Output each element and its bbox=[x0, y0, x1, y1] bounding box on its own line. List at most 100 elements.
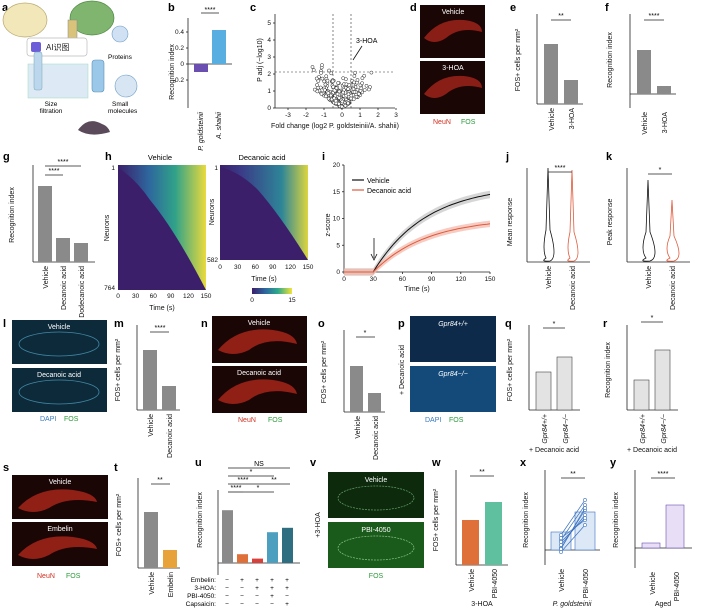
u-bars bbox=[222, 510, 293, 563]
c-point bbox=[354, 94, 359, 99]
small-molecules-icon bbox=[114, 74, 138, 98]
panel-label-v: v bbox=[310, 457, 317, 469]
r-cat-1: Gpr84−/− bbox=[661, 414, 668, 444]
q-sig: * bbox=[553, 321, 556, 328]
panel-label-p: p bbox=[398, 318, 405, 330]
s-hippocampus-embelin bbox=[18, 536, 97, 559]
f-ylabel: Recognition index bbox=[607, 32, 614, 88]
c-ytick-label: 3 bbox=[267, 54, 271, 61]
b-bar-a-shahii bbox=[212, 30, 226, 64]
u-row-label: PBI-4050: bbox=[187, 593, 216, 600]
n-label-decanoic: Decanoic acid bbox=[237, 370, 281, 377]
u-ylabel: Recognition index bbox=[197, 492, 204, 548]
i-stim-arrowhead bbox=[370, 253, 378, 261]
g-bar-dodecanoic bbox=[74, 243, 88, 262]
u-bar bbox=[222, 510, 233, 563]
c-xtick-label: -1 bbox=[321, 112, 327, 119]
c-annotation: 3-HOA bbox=[356, 38, 378, 45]
u-row-mark: − bbox=[240, 593, 244, 600]
c-ytick-label: 5 bbox=[267, 20, 271, 27]
panel-s: s Vehicle Embelin NeuN FOS bbox=[3, 462, 108, 580]
d-legend-fos: FOS bbox=[461, 119, 476, 126]
panel-label-o: o bbox=[318, 318, 325, 330]
u-condition-rows: Embelin: − + + + +3-HOA: − − + + +PBI-4050: − − − + −Ca… bbox=[186, 577, 289, 608]
g-cat-1: Decanoic acid bbox=[61, 266, 68, 310]
c-point bbox=[320, 76, 325, 81]
panel-label-m: m bbox=[114, 318, 124, 330]
h-row-bottom-left: 764 bbox=[104, 285, 115, 292]
i-xtick-label: 120 bbox=[455, 276, 466, 283]
e-cat-1: 3-HOA bbox=[569, 108, 576, 130]
panel-label-k: k bbox=[606, 151, 613, 163]
panel-j: j Mean response **** Vehicle Decanoic ac… bbox=[505, 151, 590, 310]
p-label-wt: Gpr84+/+ bbox=[438, 321, 468, 328]
panel-label-t: t bbox=[114, 462, 118, 474]
y-cat-0: Vehicle bbox=[650, 572, 657, 595]
ai-recognize-label: AI识图 bbox=[46, 43, 70, 52]
i-legend-1: Decanoic acid bbox=[367, 188, 411, 195]
panel-label-d: d bbox=[410, 2, 417, 14]
filter-column bbox=[91, 59, 105, 93]
u-row-label: Capsaicin: bbox=[186, 601, 217, 608]
v-label-vehicle: Vehicle bbox=[365, 477, 388, 484]
w-bar-pbi bbox=[485, 502, 502, 565]
c-xtick-label: -3 bbox=[285, 112, 291, 119]
c-point bbox=[326, 91, 331, 95]
u-row-mark: − bbox=[255, 593, 259, 600]
c-xtick-label: 0 bbox=[340, 112, 344, 119]
x-pair-line bbox=[560, 517, 586, 543]
l-image-vehicle bbox=[12, 320, 107, 364]
w-footer: 3-HOA bbox=[471, 601, 493, 608]
s-legend-fos: FOS bbox=[66, 573, 81, 580]
h-xtick-label-right: 120 bbox=[285, 264, 296, 271]
panel-p: p + Decanoic acid Gpr84+/+ Gpr84−/− DAPI… bbox=[398, 316, 496, 424]
h-title-vehicle: Vehicle bbox=[148, 153, 172, 162]
panel-label-w: w bbox=[431, 457, 441, 469]
k-violin-decanoic bbox=[666, 199, 680, 262]
panel-x: x Recognition index ** Vehicle PBI-4050 … bbox=[520, 457, 600, 608]
u-sig-1: * bbox=[250, 469, 253, 476]
q-cat-0: Gpr84+/+ bbox=[542, 414, 549, 444]
w-bar-vehicle bbox=[462, 520, 479, 565]
c-point bbox=[340, 99, 345, 104]
g-bar-vehicle bbox=[38, 186, 52, 262]
h-colorbar bbox=[252, 288, 292, 294]
c-ytick-label: 0 bbox=[267, 105, 271, 112]
u-row-label: Embelin: bbox=[191, 577, 216, 584]
proteins-label: Proteins bbox=[108, 54, 133, 61]
n-hippocampus-vehicle bbox=[218, 329, 297, 354]
v-image-pbi bbox=[328, 522, 424, 568]
panel-e: e FOS+ cells per mm² ** Vehicle 3-HOA bbox=[510, 2, 583, 131]
panel-label-b: b bbox=[168, 2, 175, 14]
t-cat-1: Embelin bbox=[168, 572, 175, 597]
n-legend-fos: FOS bbox=[268, 417, 283, 424]
j-cat-1: Decanoic acid bbox=[570, 266, 577, 310]
u-sig-5: * bbox=[257, 485, 260, 492]
c-point bbox=[324, 94, 328, 99]
c-point bbox=[320, 63, 324, 67]
c-point bbox=[344, 82, 349, 87]
v-label-pbi: PBI-4050 bbox=[361, 527, 390, 534]
u-row-mark: − bbox=[225, 577, 229, 584]
x-cat-1: PBI-4050 bbox=[583, 569, 590, 598]
c-point bbox=[319, 71, 323, 75]
c-point bbox=[310, 65, 315, 69]
i-band-vehicle bbox=[344, 190, 490, 276]
panel-v: v +3-HOA Vehicle PBI-4050 FOS bbox=[310, 457, 424, 580]
g-ylabel: Recognition index bbox=[9, 187, 16, 243]
y-cat-1: PBI-4050 bbox=[674, 572, 681, 601]
c-point bbox=[314, 76, 319, 81]
ai-recognize-box[interactable] bbox=[26, 37, 88, 57]
r-footer: + Decanoic acid bbox=[627, 447, 677, 454]
g-cat-0: Vehicle bbox=[43, 266, 50, 289]
panel-k: k Peak response * Vehicle Decanoic acid bbox=[606, 151, 690, 310]
b-yticks: -0.2 0 0.2 0.4 bbox=[173, 29, 188, 84]
d-label-vehicle: Vehicle bbox=[442, 9, 465, 16]
i-xtick-label: 60 bbox=[399, 276, 407, 283]
q-cat-1: Gpr84−/− bbox=[563, 414, 570, 444]
v-legend-fos: FOS bbox=[369, 573, 384, 580]
f-cat-0: Vehicle bbox=[642, 112, 649, 135]
r-cat-0: Gpr84+/+ bbox=[640, 414, 647, 444]
c-point bbox=[328, 93, 333, 98]
